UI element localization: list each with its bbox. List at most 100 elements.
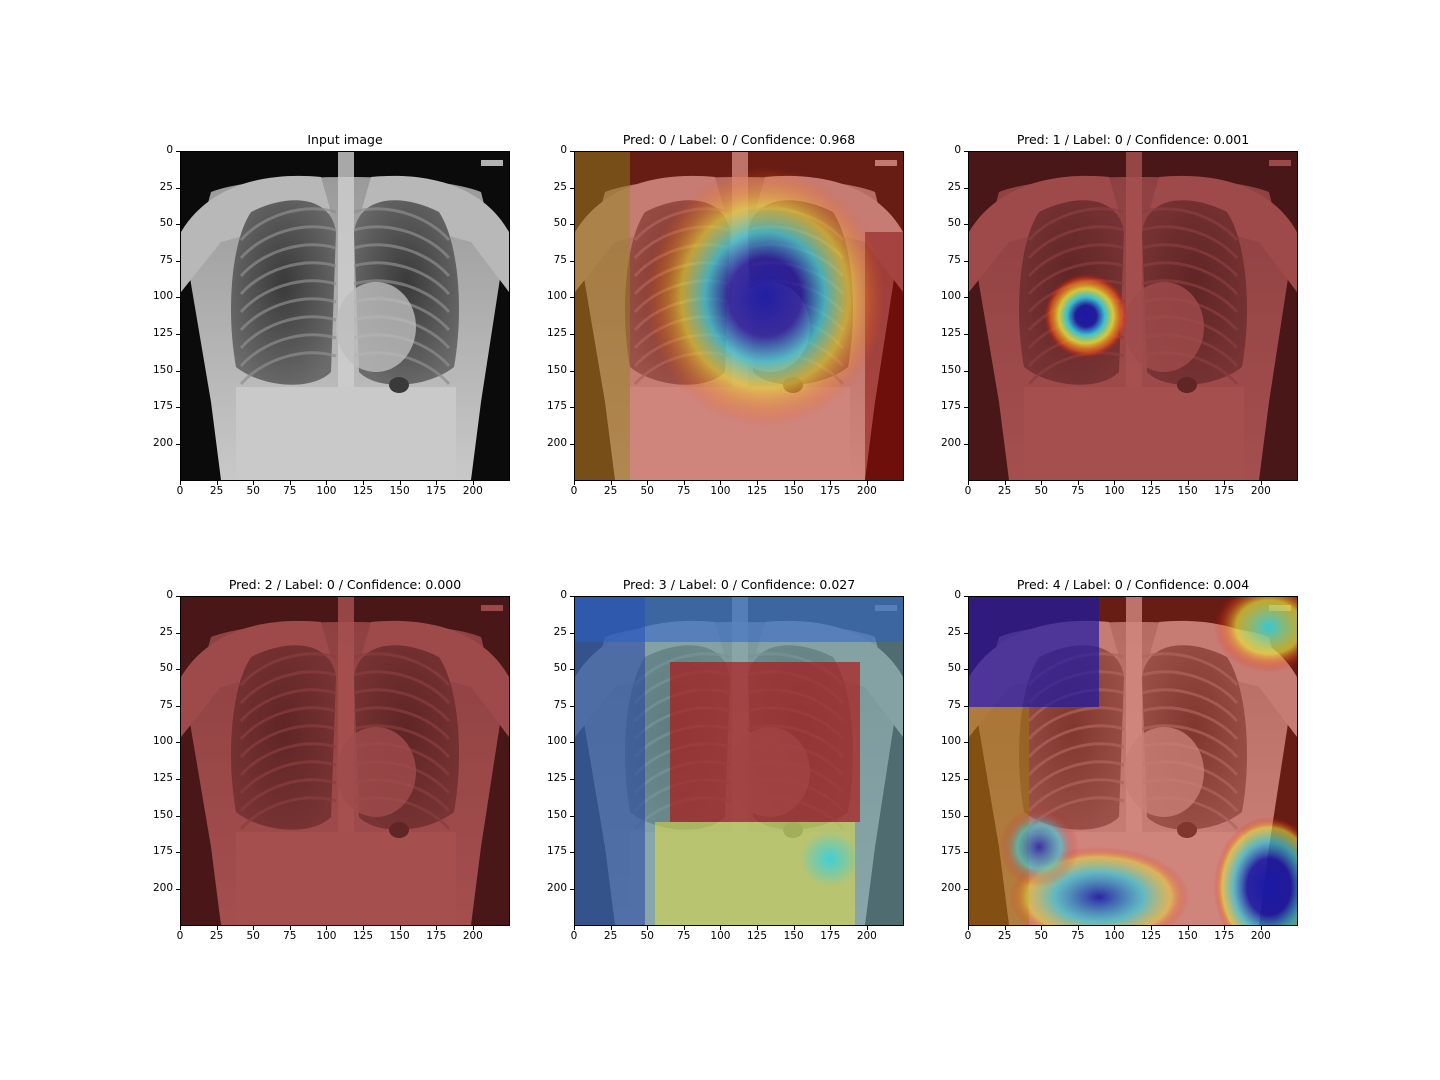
x-tick-label: 150 bbox=[783, 485, 804, 497]
y-tick-label: 0 bbox=[560, 589, 567, 601]
x-tick-label: 75 bbox=[1071, 485, 1085, 497]
y-tick-mark bbox=[570, 632, 574, 634]
y-tick-label: 50 bbox=[159, 217, 173, 230]
y-tick-label: 100 bbox=[546, 290, 567, 303]
y-tick-label: 50 bbox=[947, 662, 961, 675]
x-tick-label: 100 bbox=[1104, 485, 1125, 497]
panel-title: Pred: 2 / Label: 0 / Confidence: 0.000 bbox=[228, 577, 462, 592]
x-tick-label: 100 bbox=[1104, 930, 1125, 942]
x-tick-label: 175 bbox=[1214, 485, 1235, 497]
x-tick-mark bbox=[574, 481, 575, 485]
x-tick-label: 125 bbox=[1141, 485, 1162, 497]
y-tick-label: 150 bbox=[152, 363, 173, 376]
y-tick-label: 25 bbox=[553, 180, 567, 193]
y-tick-label: 125 bbox=[940, 327, 961, 340]
x-tick-mark bbox=[216, 926, 218, 930]
y-tick-label: 75 bbox=[159, 698, 173, 711]
x-tick-mark bbox=[1041, 481, 1043, 485]
y-tick-label: 100 bbox=[546, 735, 567, 748]
x-tick-mark bbox=[720, 481, 722, 485]
x-tick-mark bbox=[472, 481, 474, 485]
x-tick-mark bbox=[326, 926, 328, 930]
y-tick-label: 100 bbox=[152, 290, 173, 303]
x-tick-label: 0 bbox=[570, 930, 578, 942]
x-tick-label: 175 bbox=[820, 485, 841, 497]
y-tick-label: 25 bbox=[553, 625, 567, 638]
y-tick-label: 150 bbox=[940, 363, 961, 376]
y-tick-mark bbox=[176, 852, 180, 854]
x-tick-label: 0 bbox=[964, 485, 972, 497]
x-tick-mark bbox=[289, 481, 291, 485]
x-tick-label: 25 bbox=[997, 485, 1012, 497]
y-tick-mark bbox=[176, 742, 180, 744]
x-tick-mark bbox=[647, 926, 649, 930]
x-tick-label: 0 bbox=[176, 930, 184, 942]
y-tick-mark bbox=[964, 852, 968, 854]
y-tick-label: 0 bbox=[560, 144, 567, 156]
y-tick-mark bbox=[964, 370, 968, 372]
y-tick-mark bbox=[176, 443, 180, 445]
x-tick-label: 150 bbox=[783, 930, 804, 942]
x-tick-mark bbox=[1224, 481, 1226, 485]
x-tick-mark bbox=[399, 926, 401, 930]
x-tick-label: 25 bbox=[209, 930, 224, 942]
y-tick-mark bbox=[176, 370, 180, 372]
panel-title: Pred: 4 / Label: 0 / Confidence: 0.004 bbox=[1016, 577, 1250, 592]
x-tick-label: 25 bbox=[997, 930, 1012, 942]
x-tick-label: 75 bbox=[283, 930, 297, 942]
y-tick-mark bbox=[176, 260, 180, 262]
y-tick-mark bbox=[964, 742, 968, 744]
x-tick-mark bbox=[866, 926, 868, 930]
x-tick-mark bbox=[1041, 926, 1043, 930]
y-tick-label: 175 bbox=[152, 845, 173, 858]
x-tick-mark bbox=[1114, 481, 1116, 485]
y-tick-mark bbox=[964, 297, 968, 299]
y-tick-mark bbox=[964, 443, 968, 445]
x-tick-label: 25 bbox=[603, 485, 618, 497]
x-tick-mark bbox=[793, 926, 795, 930]
x-tick-mark bbox=[1004, 926, 1006, 930]
y-tick-label: 75 bbox=[947, 698, 961, 711]
y-tick-label: 125 bbox=[546, 772, 567, 785]
xray-image bbox=[968, 596, 1298, 926]
x-tick-label: 150 bbox=[1177, 930, 1198, 942]
x-tick-label: 100 bbox=[316, 930, 337, 942]
y-tick-mark bbox=[964, 669, 968, 671]
y-tick-mark bbox=[570, 742, 574, 744]
x-tick-mark bbox=[757, 926, 759, 930]
x-tick-label: 125 bbox=[353, 930, 374, 942]
y-tick-mark bbox=[964, 596, 968, 597]
x-tick-mark bbox=[757, 481, 759, 485]
x-tick-mark bbox=[1151, 481, 1153, 485]
panel-title: Pred: 1 / Label: 0 / Confidence: 0.001 bbox=[1016, 132, 1250, 147]
y-tick-mark bbox=[570, 705, 574, 707]
x-tick-mark bbox=[363, 481, 365, 485]
y-tick-label: 100 bbox=[940, 735, 961, 748]
x-tick-mark bbox=[399, 481, 401, 485]
y-tick-mark bbox=[176, 815, 180, 817]
y-tick-mark bbox=[570, 297, 574, 299]
x-tick-mark bbox=[436, 926, 438, 930]
x-tick-label: 175 bbox=[426, 485, 447, 497]
x-tick-mark bbox=[1004, 481, 1006, 485]
x-tick-mark bbox=[363, 926, 365, 930]
x-tick-label: 50 bbox=[1034, 485, 1048, 497]
y-tick-label: 25 bbox=[947, 625, 961, 638]
x-tick-label: 100 bbox=[710, 485, 731, 497]
y-tick-label: 150 bbox=[546, 808, 567, 821]
x-tick-label: 125 bbox=[1141, 930, 1162, 942]
x-tick-mark bbox=[289, 926, 291, 930]
x-tick-label: 100 bbox=[316, 485, 337, 497]
y-tick-label: 0 bbox=[954, 144, 961, 156]
y-tick-label: 150 bbox=[152, 808, 173, 821]
x-tick-label: 50 bbox=[1034, 930, 1048, 942]
x-tick-mark bbox=[574, 926, 575, 930]
x-tick-label: 150 bbox=[1177, 485, 1198, 497]
y-tick-mark bbox=[964, 705, 968, 707]
y-tick-mark bbox=[964, 151, 968, 152]
x-tick-mark bbox=[1260, 481, 1262, 485]
y-tick-label: 200 bbox=[546, 881, 567, 894]
y-tick-label: 125 bbox=[152, 327, 173, 340]
y-tick-mark bbox=[176, 705, 180, 707]
x-tick-label: 200 bbox=[462, 930, 483, 942]
